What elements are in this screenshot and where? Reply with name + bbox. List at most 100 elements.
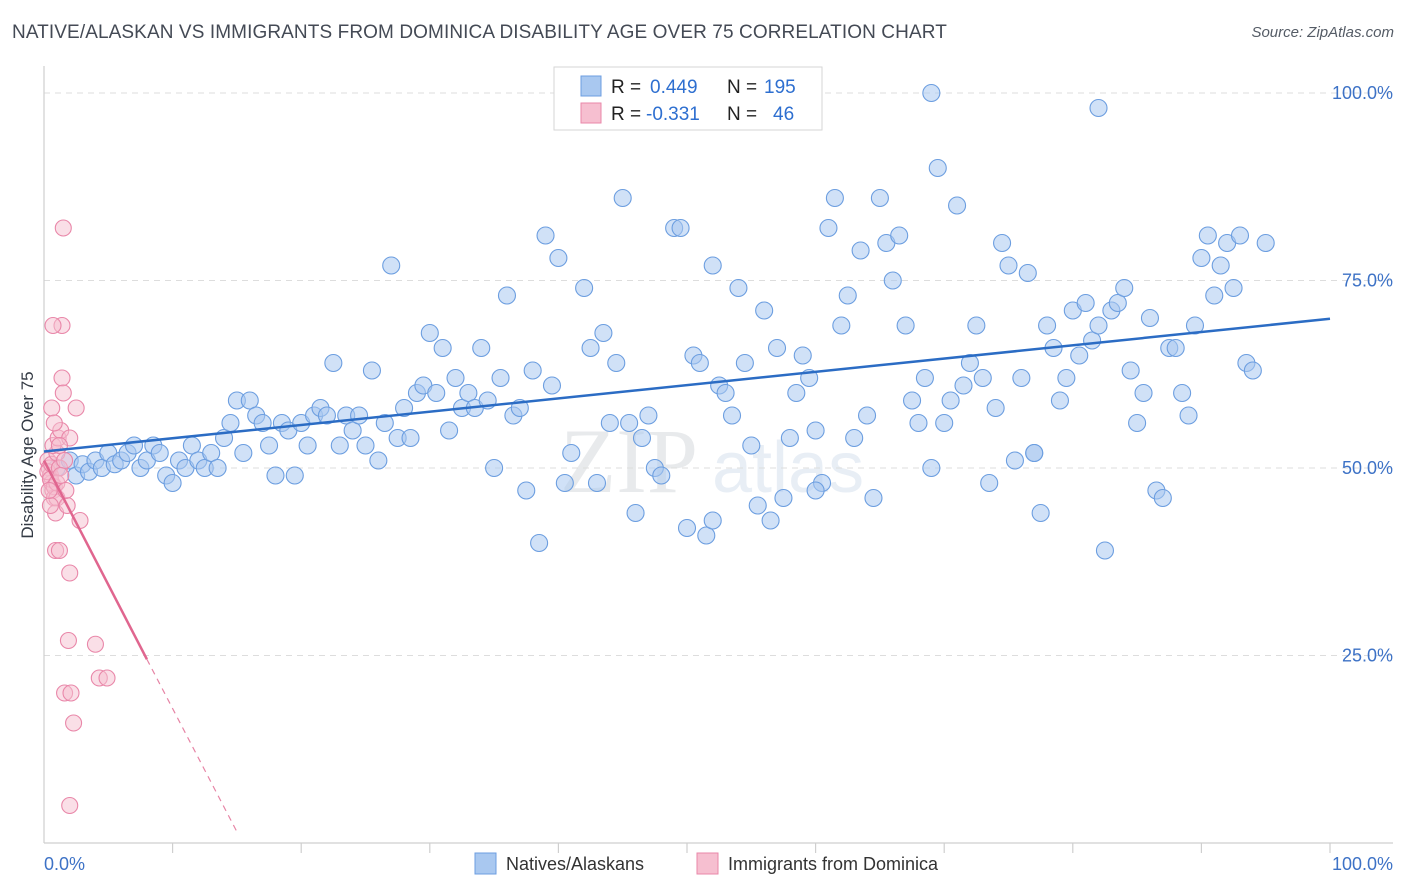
x-tick-label-min: 0.0% bbox=[44, 854, 85, 874]
point-natives-45 bbox=[343, 421, 362, 440]
point-natives-111 bbox=[780, 428, 799, 448]
point-natives-181 bbox=[1230, 226, 1250, 245]
point-natives-92 bbox=[652, 466, 671, 485]
point-natives-90 bbox=[639, 406, 658, 425]
stats-r-label-blue: R = bbox=[611, 77, 641, 98]
source-credit: Source: ZipAtlas.com bbox=[1251, 24, 1394, 41]
point-natives-129 bbox=[896, 316, 915, 335]
stats-legend-swatch-blue bbox=[580, 75, 602, 97]
stats-legend: R = 0.449 N = 195 R = -0.331 N = 46 bbox=[553, 66, 823, 131]
point-natives-134 bbox=[928, 158, 947, 178]
point-natives-97 bbox=[690, 353, 709, 373]
point-natives-102 bbox=[722, 406, 742, 425]
point-natives-94 bbox=[671, 218, 690, 238]
point-natives-162 bbox=[1108, 293, 1127, 313]
point-natives-36 bbox=[285, 466, 304, 485]
point-natives-63 bbox=[459, 383, 478, 403]
stats-n-value-blue: 195 bbox=[764, 77, 796, 98]
point-natives-54 bbox=[401, 428, 420, 448]
point-natives-86 bbox=[613, 188, 632, 208]
point-natives-148 bbox=[1018, 263, 1037, 283]
point-dominica-31 bbox=[61, 564, 79, 582]
point-natives-109 bbox=[767, 338, 787, 358]
point-natives-189 bbox=[703, 511, 722, 530]
point-natives-68 bbox=[491, 368, 510, 388]
point-natives-11 bbox=[124, 436, 144, 455]
legend-swatch-dominica bbox=[696, 852, 719, 875]
point-natives-183 bbox=[1243, 361, 1262, 380]
point-natives-95 bbox=[677, 518, 697, 538]
stats-n-label-pink: N = bbox=[727, 104, 757, 125]
point-natives-166 bbox=[1134, 383, 1153, 403]
point-natives-103 bbox=[729, 278, 748, 298]
point-natives-113 bbox=[793, 346, 812, 365]
y-tick-label-2: 75.0% bbox=[1342, 271, 1393, 291]
point-dominica-21 bbox=[54, 384, 72, 402]
point-natives-89 bbox=[632, 428, 652, 448]
point-natives-154 bbox=[1057, 368, 1076, 388]
legend-label-dominica: Immigrants from Dominica bbox=[728, 854, 939, 874]
point-natives-88 bbox=[626, 503, 645, 523]
point-natives-105 bbox=[742, 436, 761, 455]
point-natives-106 bbox=[748, 496, 767, 515]
point-dominica-37 bbox=[62, 684, 80, 702]
point-natives-49 bbox=[369, 451, 388, 470]
point-natives-115 bbox=[806, 421, 825, 440]
point-natives-110 bbox=[774, 488, 793, 508]
point-natives-73 bbox=[523, 361, 542, 380]
point-natives-99 bbox=[703, 256, 722, 275]
point-natives-137 bbox=[948, 196, 967, 215]
point-natives-80 bbox=[575, 278, 594, 298]
point-natives-67 bbox=[485, 458, 504, 478]
point-natives-76 bbox=[542, 376, 562, 395]
point-natives-144 bbox=[993, 233, 1012, 253]
stats-r-label-pink: R = bbox=[611, 104, 641, 125]
point-natives-130 bbox=[902, 391, 922, 410]
point-natives-165 bbox=[1128, 413, 1147, 433]
point-natives-125 bbox=[870, 188, 889, 208]
point-natives-150 bbox=[1031, 503, 1050, 523]
point-natives-108 bbox=[761, 511, 780, 530]
point-natives-151 bbox=[1038, 316, 1057, 335]
point-natives-143 bbox=[986, 398, 1005, 418]
point-natives-160 bbox=[1095, 541, 1114, 560]
stats-n-label-blue: N = bbox=[727, 77, 757, 98]
point-natives-61 bbox=[446, 368, 465, 388]
point-natives-169 bbox=[1153, 488, 1172, 508]
point-natives-32 bbox=[259, 436, 279, 455]
point-natives-98 bbox=[697, 526, 716, 545]
legend-swatch-natives bbox=[474, 852, 497, 875]
point-natives-175 bbox=[1192, 248, 1211, 268]
point-natives-38 bbox=[298, 436, 317, 455]
point-natives-87 bbox=[620, 413, 639, 433]
trend-line-dominica-extrapolated bbox=[146, 658, 238, 833]
y-tick-labels: 25.0% 50.0% 75.0% 100.0% bbox=[1332, 83, 1393, 666]
point-natives-140 bbox=[967, 316, 986, 335]
point-natives-163 bbox=[1115, 278, 1134, 298]
point-dominica-30 bbox=[50, 541, 68, 560]
trend-line-dominica bbox=[42, 459, 148, 660]
point-natives-128 bbox=[890, 226, 909, 245]
point-natives-120 bbox=[838, 286, 857, 305]
point-dominica-38 bbox=[65, 714, 83, 732]
stats-r-value-blue: 0.449 bbox=[650, 77, 698, 98]
y-tick-label-0: 25.0% bbox=[1342, 646, 1393, 666]
chart-title: NATIVE/ALASKAN VS IMMIGRANTS FROM DOMINI… bbox=[12, 22, 947, 43]
trend-lines bbox=[42, 317, 1331, 833]
point-natives-167 bbox=[1140, 308, 1160, 328]
point-natives-28 bbox=[234, 443, 253, 463]
point-natives-156 bbox=[1070, 346, 1089, 365]
stats-legend-swatch-pink bbox=[580, 102, 602, 124]
point-natives-81 bbox=[581, 338, 600, 358]
grid-lines bbox=[44, 92, 1393, 656]
point-natives-119 bbox=[832, 316, 851, 335]
point-natives-135 bbox=[935, 413, 954, 433]
series-legend: Natives/Alaskans Immigrants from Dominic… bbox=[474, 852, 939, 875]
point-natives-174 bbox=[1185, 316, 1205, 335]
point-natives-171 bbox=[1166, 338, 1185, 358]
point-natives-72 bbox=[517, 481, 536, 500]
point-natives-145 bbox=[999, 256, 1018, 275]
point-natives-107 bbox=[755, 301, 774, 320]
point-natives-164 bbox=[1121, 361, 1140, 380]
